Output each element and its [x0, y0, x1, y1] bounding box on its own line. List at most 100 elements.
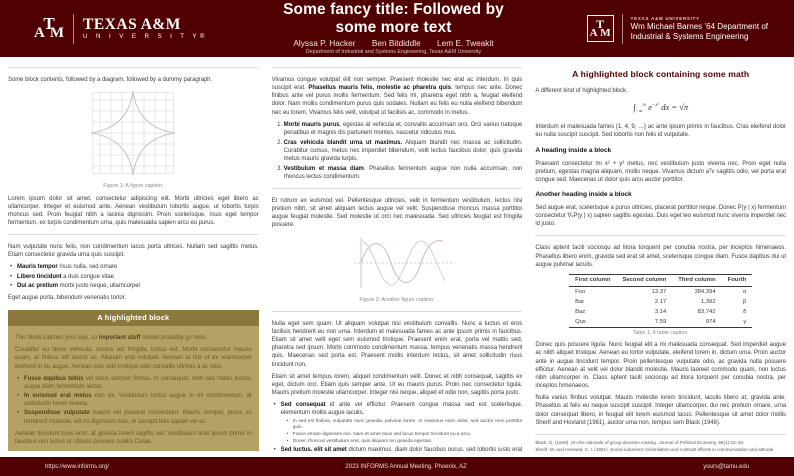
reference-item: Black, D. (1948). On the rationale of gr…: [535, 439, 745, 445]
paragraph: Sed augue erat, scelerisque a purus ultr…: [535, 205, 787, 228]
paragraph: Vivamus congue volutpat elit non semper.…: [271, 77, 523, 116]
intro-text: Some block contents, followed by a diagr…: [8, 77, 213, 83]
numbered-list-block: Vivamus congue volutpat elit non semper.…: [271, 67, 523, 181]
nested-list-block: Nulla eget sem quam. Ut aliquam volutpat…: [271, 310, 523, 451]
figure-2-caption: Figure 2: Another figure caption.: [359, 296, 435, 303]
math-block-title: A highlighted block containing some math: [572, 69, 750, 79]
poster-title: Some fancy title: Followed by some more …: [283, 1, 504, 37]
table-caption: Table 1: A table caption.: [632, 330, 689, 337]
table-row: Bar 2.17 1,392 β: [575, 299, 747, 306]
department-line1: Wm Michael Barnes ’64 Department of: [630, 22, 768, 32]
tamu-wordmark: TEXAS A&M U N I V E R S I T Y®: [83, 17, 208, 41]
bullet-block: Nam vulputate nunc felis, non condimentu…: [8, 234, 259, 302]
paragraph: A different kind of highlighted block.: [535, 87, 628, 94]
block-subheading: Another heading inside a block: [535, 191, 632, 199]
logo-letter-m: M: [600, 27, 611, 39]
list-item: Libero tincidunt a duis congue vitae: [10, 273, 259, 281]
table-row: Foo 13.37 384,394 α: [575, 288, 747, 295]
list-item: Dui ac pretium morbi justo neque, ullamc…: [10, 282, 259, 290]
footer-conference: 2023 INFORMS Annual Meeting, Phoenix, AZ: [345, 463, 467, 470]
sub-list-item: Fusce ornare dignissim nisi. Nam et amet…: [287, 432, 523, 439]
footer-bar: https://www.informs.org/ 2023 INFORMS An…: [0, 457, 794, 476]
author-list: Alyssa P. Hacker Ben Bitdiddle Lem E. Tw…: [269, 37, 518, 49]
poster-header: A M T TEXAS A&M U N I V E R S I T Y® Som…: [0, 0, 794, 57]
logo-letter-t: T: [43, 13, 55, 33]
display-formula: ∫−∞∞ e−x² dx = √π: [633, 101, 689, 115]
header-divider: [73, 13, 74, 44]
poster-body: Some block contents, followed by a diagr…: [0, 57, 794, 455]
list-item: Sed consequat id ante vel efficitur. Pra…: [274, 401, 523, 445]
table-block: Class aptent taciti sociosqu ad litora t…: [535, 235, 787, 426]
paragraph: Nulla eget sem quam. Ut aliquam volutpat…: [271, 320, 523, 368]
references-block: Black, D. (1948). On the rationale of gr…: [535, 433, 787, 451]
paragraph: Eget augue porta, bibendum venenatis tor…: [8, 294, 126, 301]
intro-block: Some block contents, followed by a diagr…: [8, 67, 259, 227]
footer-email-link[interactable]: yours@tamu.edu: [703, 463, 749, 470]
list-item: Morbi mauris purus, egestas at vehicula …: [284, 121, 523, 137]
logo-letter-t: T: [596, 17, 605, 31]
sine-plot: [354, 237, 452, 288]
paragraph: Praesent consectetur mi x² + y² metus, n…: [535, 160, 787, 183]
author: Ben Bitdiddle: [371, 37, 421, 48]
logo-letter-a: A: [34, 24, 45, 41]
list-item: Suspendisse vulputate mauris vel placera…: [17, 409, 252, 425]
sub-bullet-list: In sed est finibus, vulputate nunc gravi…: [287, 419, 523, 446]
highlighted-block: A highlighted block This block catches y…: [8, 310, 259, 451]
list-item: In euismod erat metus non ex. Vestibulum…: [17, 392, 252, 408]
sub-list-item: In sed est finibus, vulputate nunc gravi…: [287, 419, 523, 432]
list-item: Sed luctus, elit sit amet dictum maximus…: [274, 446, 523, 451]
author: Alyssa P. Hacker: [293, 37, 356, 48]
department-name: TEXAS A&M UNIVERSITY Wm Michael Barnes ’…: [631, 16, 768, 41]
department-brand: A M T TEXAS A&M UNIVERSITY Wm Michael Ba…: [518, 13, 768, 44]
math-block: A highlighted block containing some math…: [535, 69, 786, 228]
data-table: First column Second column Third column …: [569, 273, 753, 329]
left-column: Some block contents, followed by a diagr…: [8, 67, 259, 451]
highlighted-block-title: A highlighted block: [8, 310, 259, 327]
tamu-brand: A M T TEXAS A&M U N I V E R S I T Y®: [34, 13, 269, 44]
block-subheading: A heading inside a block: [535, 146, 612, 154]
paragraph: Interdum et malesuada fames {1, 4, 9, …}…: [535, 124, 787, 139]
figure-1-caption: Figure 1: A figure caption.: [103, 183, 164, 190]
list-item: Cras vehicula blandit urna ut maximus. A…: [284, 139, 523, 163]
reference-item: Sherif, M. and Hovland, C. I. (1961). So…: [535, 447, 774, 451]
tamu-box-logo-icon: A M T: [586, 15, 614, 42]
table-header-row: First column Second column Third column …: [569, 273, 753, 287]
table-row: Qux 7.59 974 γ: [569, 317, 753, 329]
paragraph: This block catches your eye, so importan…: [15, 335, 207, 342]
list-item: Mauris tempor risus nulla, sed ornare: [10, 263, 259, 271]
bullet-list: Mauris tempor risus nulla, sed ornare Li…: [10, 263, 259, 290]
university-label: TEXAS A&M UNIVERSITY: [630, 15, 700, 21]
star-diagram: [91, 90, 176, 176]
paragraph: Donec quis posuere ligula. Nunc feugiat …: [535, 342, 787, 390]
numbered-list: Morbi mauris purus, egestas at vehicula …: [275, 121, 523, 181]
list-item: Vestibulum et massa diam. Phasellus ferm…: [284, 165, 523, 181]
middle-column: Vivamus congue volutpat elit non semper.…: [271, 67, 523, 451]
logo-letter-a: A: [589, 27, 598, 39]
paragraph: Et rutrum ex euismod vel. Pellentesque u…: [271, 197, 523, 229]
figure-1: Figure 1: A figure caption.: [8, 89, 259, 190]
figure-2: Figure 2: Another figure caption.: [272, 235, 523, 304]
paragraph: Nulla varius finibus volutpat. Mauris mo…: [535, 395, 787, 426]
footer-url-link[interactable]: https://www.informs.org/: [45, 463, 110, 470]
title-block: Some fancy title: Followed by some more …: [269, 1, 518, 55]
figure-2-block: Et rutrum ex euismod vel. Pellentesque u…: [271, 187, 523, 304]
paragraph: Class aptent taciti sociosqu ad litora t…: [535, 245, 787, 268]
affiliation: Department of Industrial and Systems Eng…: [305, 49, 482, 56]
list-item: Fusce dapibus tellus vel tellus semper f…: [17, 375, 252, 391]
paragraph: Nam vulputate nunc felis, non condimentu…: [8, 244, 259, 259]
paragraph: Etiam sit amet tempus lorem, aliquet con…: [271, 373, 523, 397]
wordmark-line2: U N I V E R S I T Y®: [83, 33, 208, 41]
department-line2: Industrial & Systems Engineering: [630, 31, 749, 41]
author: Lem E. Tweakit: [437, 37, 494, 48]
header-divider: [621, 13, 623, 44]
highlight-bullet-list: Fusce dapibus tellus vel tellus semper f…: [17, 375, 252, 426]
nested-bullet-list: Sed consequat id ante vel efficitur. Pra…: [274, 401, 523, 451]
logo-letter-m: M: [49, 24, 64, 41]
paragraph: Curabitur eu libero vehicula, cursus est…: [15, 347, 252, 370]
right-column: A highlighted block containing some math…: [535, 67, 787, 451]
wordmark-line1: TEXAS A&M: [83, 15, 181, 33]
sub-list-item: Donec rhoncus vestibulum erat, quis aliq…: [287, 439, 523, 446]
table-row: Baz 3.14 83,742 δ: [575, 309, 747, 316]
lorem-paragraph: Lorem ipsum dolor sit amet, consectetur …: [8, 195, 259, 226]
